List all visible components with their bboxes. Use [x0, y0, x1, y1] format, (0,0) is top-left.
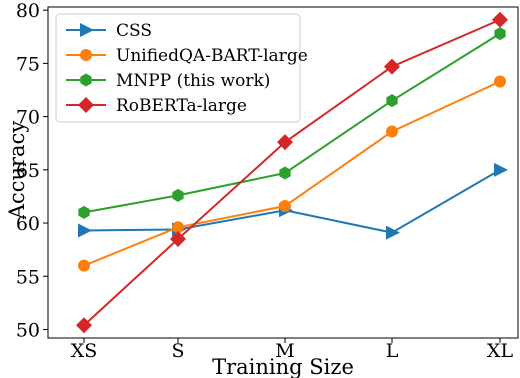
- series-2-point: [172, 221, 184, 234]
- x-tick-label: S: [171, 340, 184, 362]
- y-tick-label: 50: [16, 319, 40, 341]
- series-3-point: [78, 205, 90, 219]
- x-axis-label: Training Size: [212, 355, 354, 378]
- series-2-point: [494, 75, 506, 88]
- series-4-point: [76, 317, 92, 334]
- y-tick-label: 65: [16, 160, 40, 182]
- legend-box: [55, 13, 301, 123]
- plot-area: [76, 11, 508, 334]
- series-2-point: [279, 200, 291, 213]
- legend: CSS UnifiedQA-BART-large MNPP (this work) R…: [55, 13, 308, 123]
- y-tick-label: 60: [16, 213, 40, 235]
- x-tick-label: XS: [71, 340, 98, 362]
- series-3-point: [494, 27, 506, 41]
- legend-label-2: UnifiedQA-BART-large: [116, 46, 308, 66]
- series-3-point: [279, 166, 291, 180]
- x-tick-label: XL: [487, 340, 514, 362]
- legend-marker-4: [78, 97, 94, 113]
- series-4-point: [277, 134, 293, 151]
- y-axis-label: Accuracy: [5, 121, 29, 221]
- plot-frame: [47, 6, 519, 339]
- series-2-point: [78, 259, 90, 272]
- y-tick-label: 80: [16, 0, 40, 22]
- series-2-point: [386, 125, 398, 138]
- series-3-point: [386, 94, 398, 108]
- legend-label-1: CSS: [116, 21, 152, 41]
- series-1-point: [386, 225, 400, 240]
- legend-marker-1: [80, 23, 94, 37]
- series-4-point: [170, 231, 186, 248]
- x-tick-label: L: [386, 340, 399, 362]
- axes: 50 55 60 65 70 75 80 XS S M L XL: [16, 0, 519, 362]
- y-tick-label: 70: [16, 107, 40, 129]
- y-tick-label: 75: [16, 53, 40, 75]
- legend-marker-3: [80, 73, 92, 87]
- y-tick-label: 55: [16, 266, 40, 288]
- x-tick-label: M: [275, 340, 294, 362]
- series-1-point: [494, 162, 508, 177]
- legend-marker-2: [80, 49, 92, 61]
- legend-label-3: MNPP (this work): [116, 71, 270, 91]
- legend-label-4: RoBERTa-large: [116, 96, 247, 116]
- series-1-point: [78, 223, 92, 238]
- series-3-point: [172, 188, 184, 202]
- series-4-point: [492, 11, 508, 28]
- series-4-point: [384, 58, 400, 75]
